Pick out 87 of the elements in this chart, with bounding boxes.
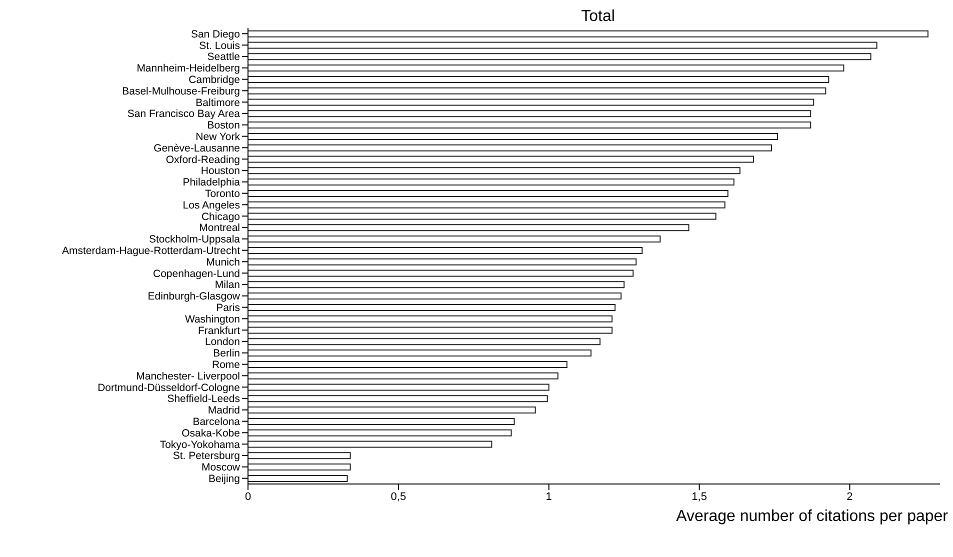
bar — [248, 418, 515, 425]
y-tick-label: New York — [196, 131, 241, 144]
bar — [248, 406, 536, 414]
y-tick-label: Rome — [212, 359, 240, 372]
bar — [248, 212, 716, 220]
y-tick-label: Oxford-Reading — [166, 154, 240, 166]
bar — [248, 246, 643, 254]
y-tick-label: San Diego — [190, 28, 240, 40]
y-tick-label: Madrid — [208, 404, 240, 417]
y-tick-label: Mannheim-Heidelberg — [136, 62, 240, 75]
bar — [248, 372, 558, 380]
y-tick-label: Amsterdam-Hague-Rotterdam-Utrecht — [62, 245, 240, 258]
bar — [248, 167, 740, 174]
y-tick-label: Philadelphia — [182, 176, 240, 189]
y-tick-label: San Francisco Bay Area — [127, 108, 240, 120]
bar — [248, 440, 492, 448]
bar — [248, 144, 772, 152]
y-tick-label: Washington — [184, 313, 240, 326]
bar — [248, 292, 622, 300]
bar — [248, 429, 512, 436]
y-tick-label: St. Petersburg — [172, 450, 240, 462]
bar — [248, 474, 348, 482]
x-tick-label: 0 — [244, 490, 252, 503]
bar — [248, 87, 826, 94]
bar — [248, 338, 601, 346]
bar — [248, 98, 814, 106]
y-tick-label: Copenhagen-Lund — [153, 268, 240, 280]
bar — [248, 360, 568, 368]
y-tick-label: Beijing — [208, 473, 240, 486]
y-tick-label: Chicago — [201, 210, 240, 223]
x-tick-label: 2 — [846, 490, 853, 503]
bar — [248, 30, 928, 38]
bar — [248, 258, 637, 266]
y-tick-label: Frankfurt — [198, 324, 240, 337]
bar — [248, 201, 726, 208]
y-tick-label: Edinburgh-Glasgow — [148, 290, 240, 303]
y-tick-label: St. Louis — [199, 40, 240, 52]
y-tick-label: Basel-Mulhouse-Freiburg — [122, 85, 240, 98]
y-tick-label: Milan — [214, 279, 240, 292]
y-tick-label: Boston — [207, 120, 240, 132]
y-tick-label: Munich — [206, 256, 240, 268]
bar — [248, 304, 616, 311]
bar — [248, 326, 613, 334]
x-axis-title: Average number of citations per paper — [675, 508, 948, 526]
bar — [248, 110, 812, 118]
y-tick-label: Cambridge — [188, 74, 240, 86]
y-tick-label: Sheffield-Leeds — [167, 393, 240, 406]
bar — [248, 350, 592, 357]
bar — [248, 132, 778, 140]
y-tick-label: Manchester- Liverpool — [136, 370, 240, 382]
bar — [248, 270, 634, 277]
y-tick-label: Dortmund-Düsseldorf-Cologne — [98, 382, 240, 394]
y-tick-label: Montreal — [199, 222, 240, 234]
bar — [248, 64, 844, 72]
y-tick-label: Toronto — [204, 188, 240, 200]
y-tick-label: Berlin — [213, 348, 240, 360]
x-tick-label: 1,5 — [692, 490, 707, 503]
y-tick-label: London — [204, 336, 240, 348]
x-tick-label: 0,5 — [390, 490, 406, 503]
bar — [248, 178, 734, 186]
bar — [248, 122, 812, 129]
bar — [248, 156, 754, 163]
bar — [248, 395, 548, 402]
bar — [248, 464, 351, 471]
bar — [248, 236, 661, 243]
bar — [248, 190, 728, 197]
bar — [248, 452, 351, 460]
bar — [248, 76, 830, 83]
y-tick-label: Genève-Lausanne — [154, 142, 240, 154]
bar — [248, 281, 625, 288]
y-tick-label: Stockholm-Uppsala — [148, 234, 240, 246]
y-tick-label: Los Angeles — [182, 199, 240, 212]
x-tick-label: 1 — [546, 490, 552, 503]
y-tick-label: Baltimore — [196, 96, 240, 109]
y-tick-label: Paris — [216, 302, 240, 314]
bar — [248, 384, 550, 391]
chart-title: Total — [580, 8, 616, 26]
y-tick-label: Barcelona — [192, 416, 240, 428]
bar — [248, 224, 690, 232]
bar — [248, 53, 872, 60]
y-tick-label: Osaka-Kobe — [182, 427, 240, 440]
y-tick-label: Seattle — [207, 51, 240, 64]
bar — [248, 42, 878, 49]
y-tick-label: Tokyo-Yokohama — [160, 438, 240, 451]
y-tick-label: Moscow — [201, 462, 240, 474]
bar — [248, 315, 613, 322]
y-tick-label: Houston — [200, 165, 240, 178]
